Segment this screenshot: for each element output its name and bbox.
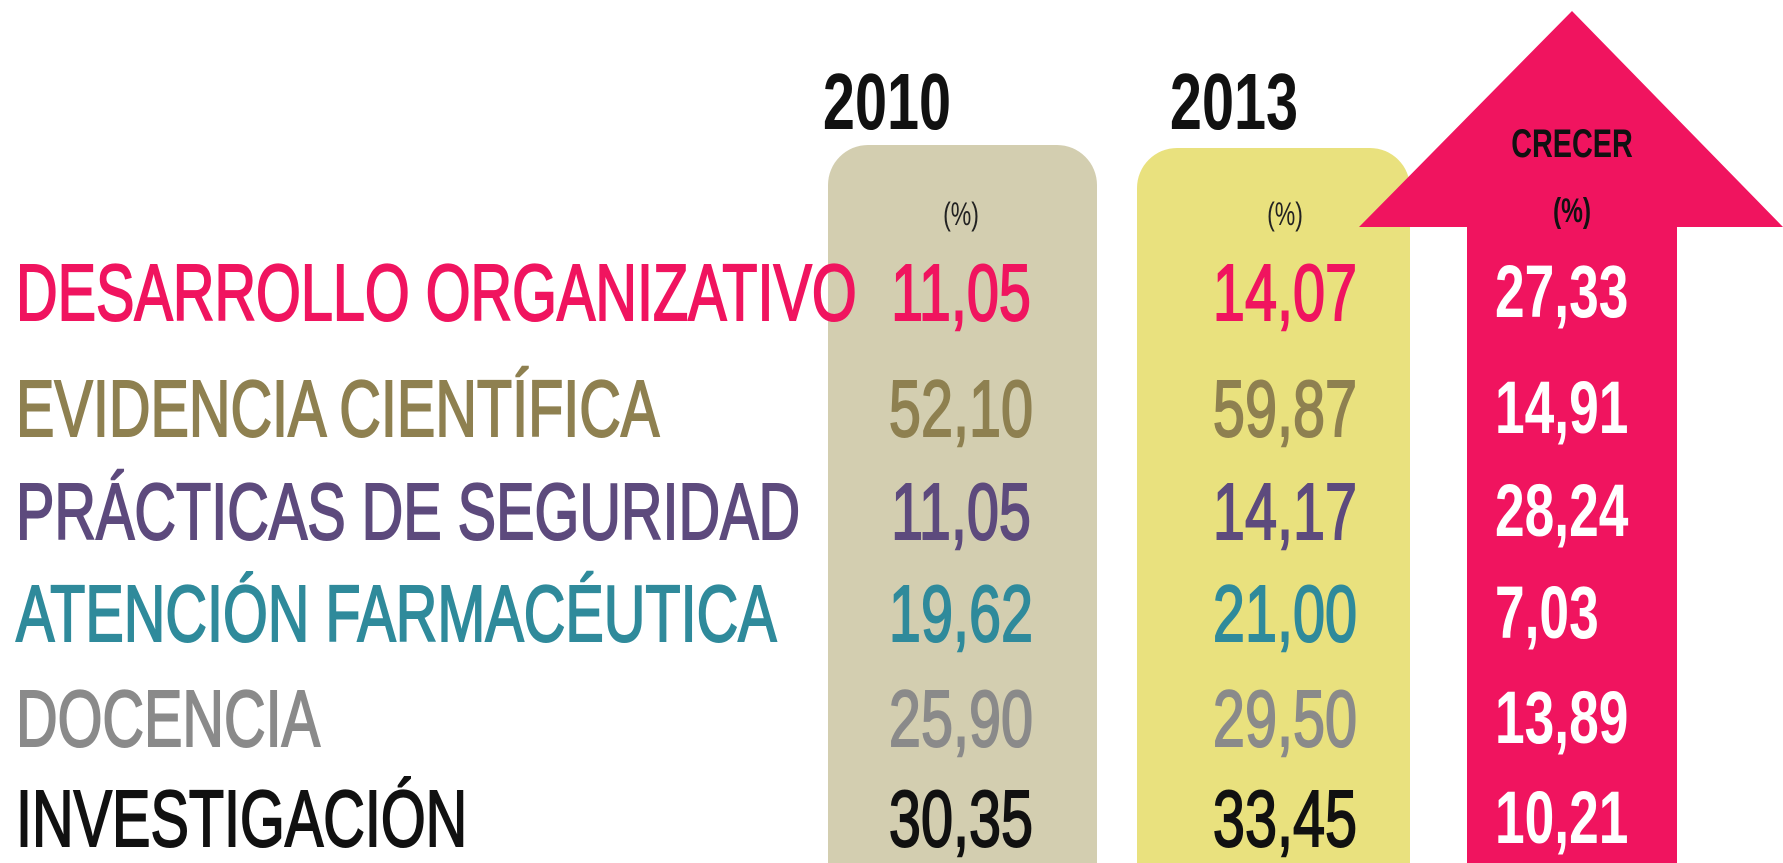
growth-unit: (%) bbox=[1552, 192, 1592, 230]
value-2010: 52,10 bbox=[888, 364, 1034, 453]
value-2013: 33,45 bbox=[1212, 774, 1358, 863]
unit-2010: (%) bbox=[943, 196, 979, 232]
value-2010: 11,05 bbox=[890, 467, 1031, 556]
year-2010: 2010 bbox=[822, 57, 952, 146]
growth-value: 14,91 bbox=[1495, 366, 1629, 449]
row-label: INVESTIGACIÓN bbox=[15, 774, 468, 863]
value-2013: 59,87 bbox=[1212, 364, 1358, 453]
value-2013: 21,00 bbox=[1212, 569, 1358, 658]
value-2013: 14,07 bbox=[1212, 248, 1358, 337]
column-2013-bg bbox=[1137, 148, 1410, 863]
row-label: DOCENCIA bbox=[15, 674, 321, 763]
year-2013: 2013 bbox=[1169, 57, 1299, 146]
row-label: PRÁCTICAS DE SEGURIDAD bbox=[15, 467, 801, 556]
column-2010-bg bbox=[828, 145, 1097, 863]
row-label: EVIDENCIA CIENTÍFICA bbox=[15, 364, 660, 453]
value-2010: 30,35 bbox=[888, 774, 1034, 863]
growth-value: 28,24 bbox=[1495, 469, 1629, 552]
value-2010: 19,62 bbox=[888, 569, 1034, 658]
value-2013: 29,50 bbox=[1212, 674, 1358, 763]
value-2010: 11,05 bbox=[890, 248, 1031, 337]
arrow-shape bbox=[1359, 11, 1783, 863]
growth-value: 13,89 bbox=[1495, 676, 1629, 759]
value-2010: 25,90 bbox=[888, 674, 1034, 763]
growth-value: 27,33 bbox=[1495, 250, 1629, 333]
row-label: ATENCIÓN FARMACÉUTICA bbox=[15, 569, 777, 658]
growth-value: 7,03 bbox=[1495, 571, 1599, 654]
growth-value: 10,21 bbox=[1495, 776, 1629, 859]
unit-2013: (%) bbox=[1267, 196, 1303, 232]
row-label: DESARROLLO ORGANIZATIVO bbox=[15, 248, 857, 337]
value-2013: 14,17 bbox=[1212, 467, 1358, 556]
growth-title: CRECER bbox=[1511, 122, 1633, 166]
